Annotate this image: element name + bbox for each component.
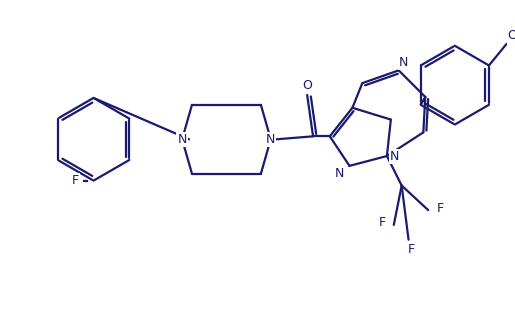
Text: N: N [335,167,345,180]
Text: F: F [379,216,386,230]
Text: N: N [266,133,276,146]
Text: F: F [408,243,415,256]
Text: F: F [437,202,443,215]
Text: N: N [178,133,187,146]
Text: O: O [508,30,515,42]
Text: O: O [302,78,312,92]
Text: N: N [390,149,400,163]
Text: F: F [72,174,79,187]
Text: N: N [399,56,408,69]
